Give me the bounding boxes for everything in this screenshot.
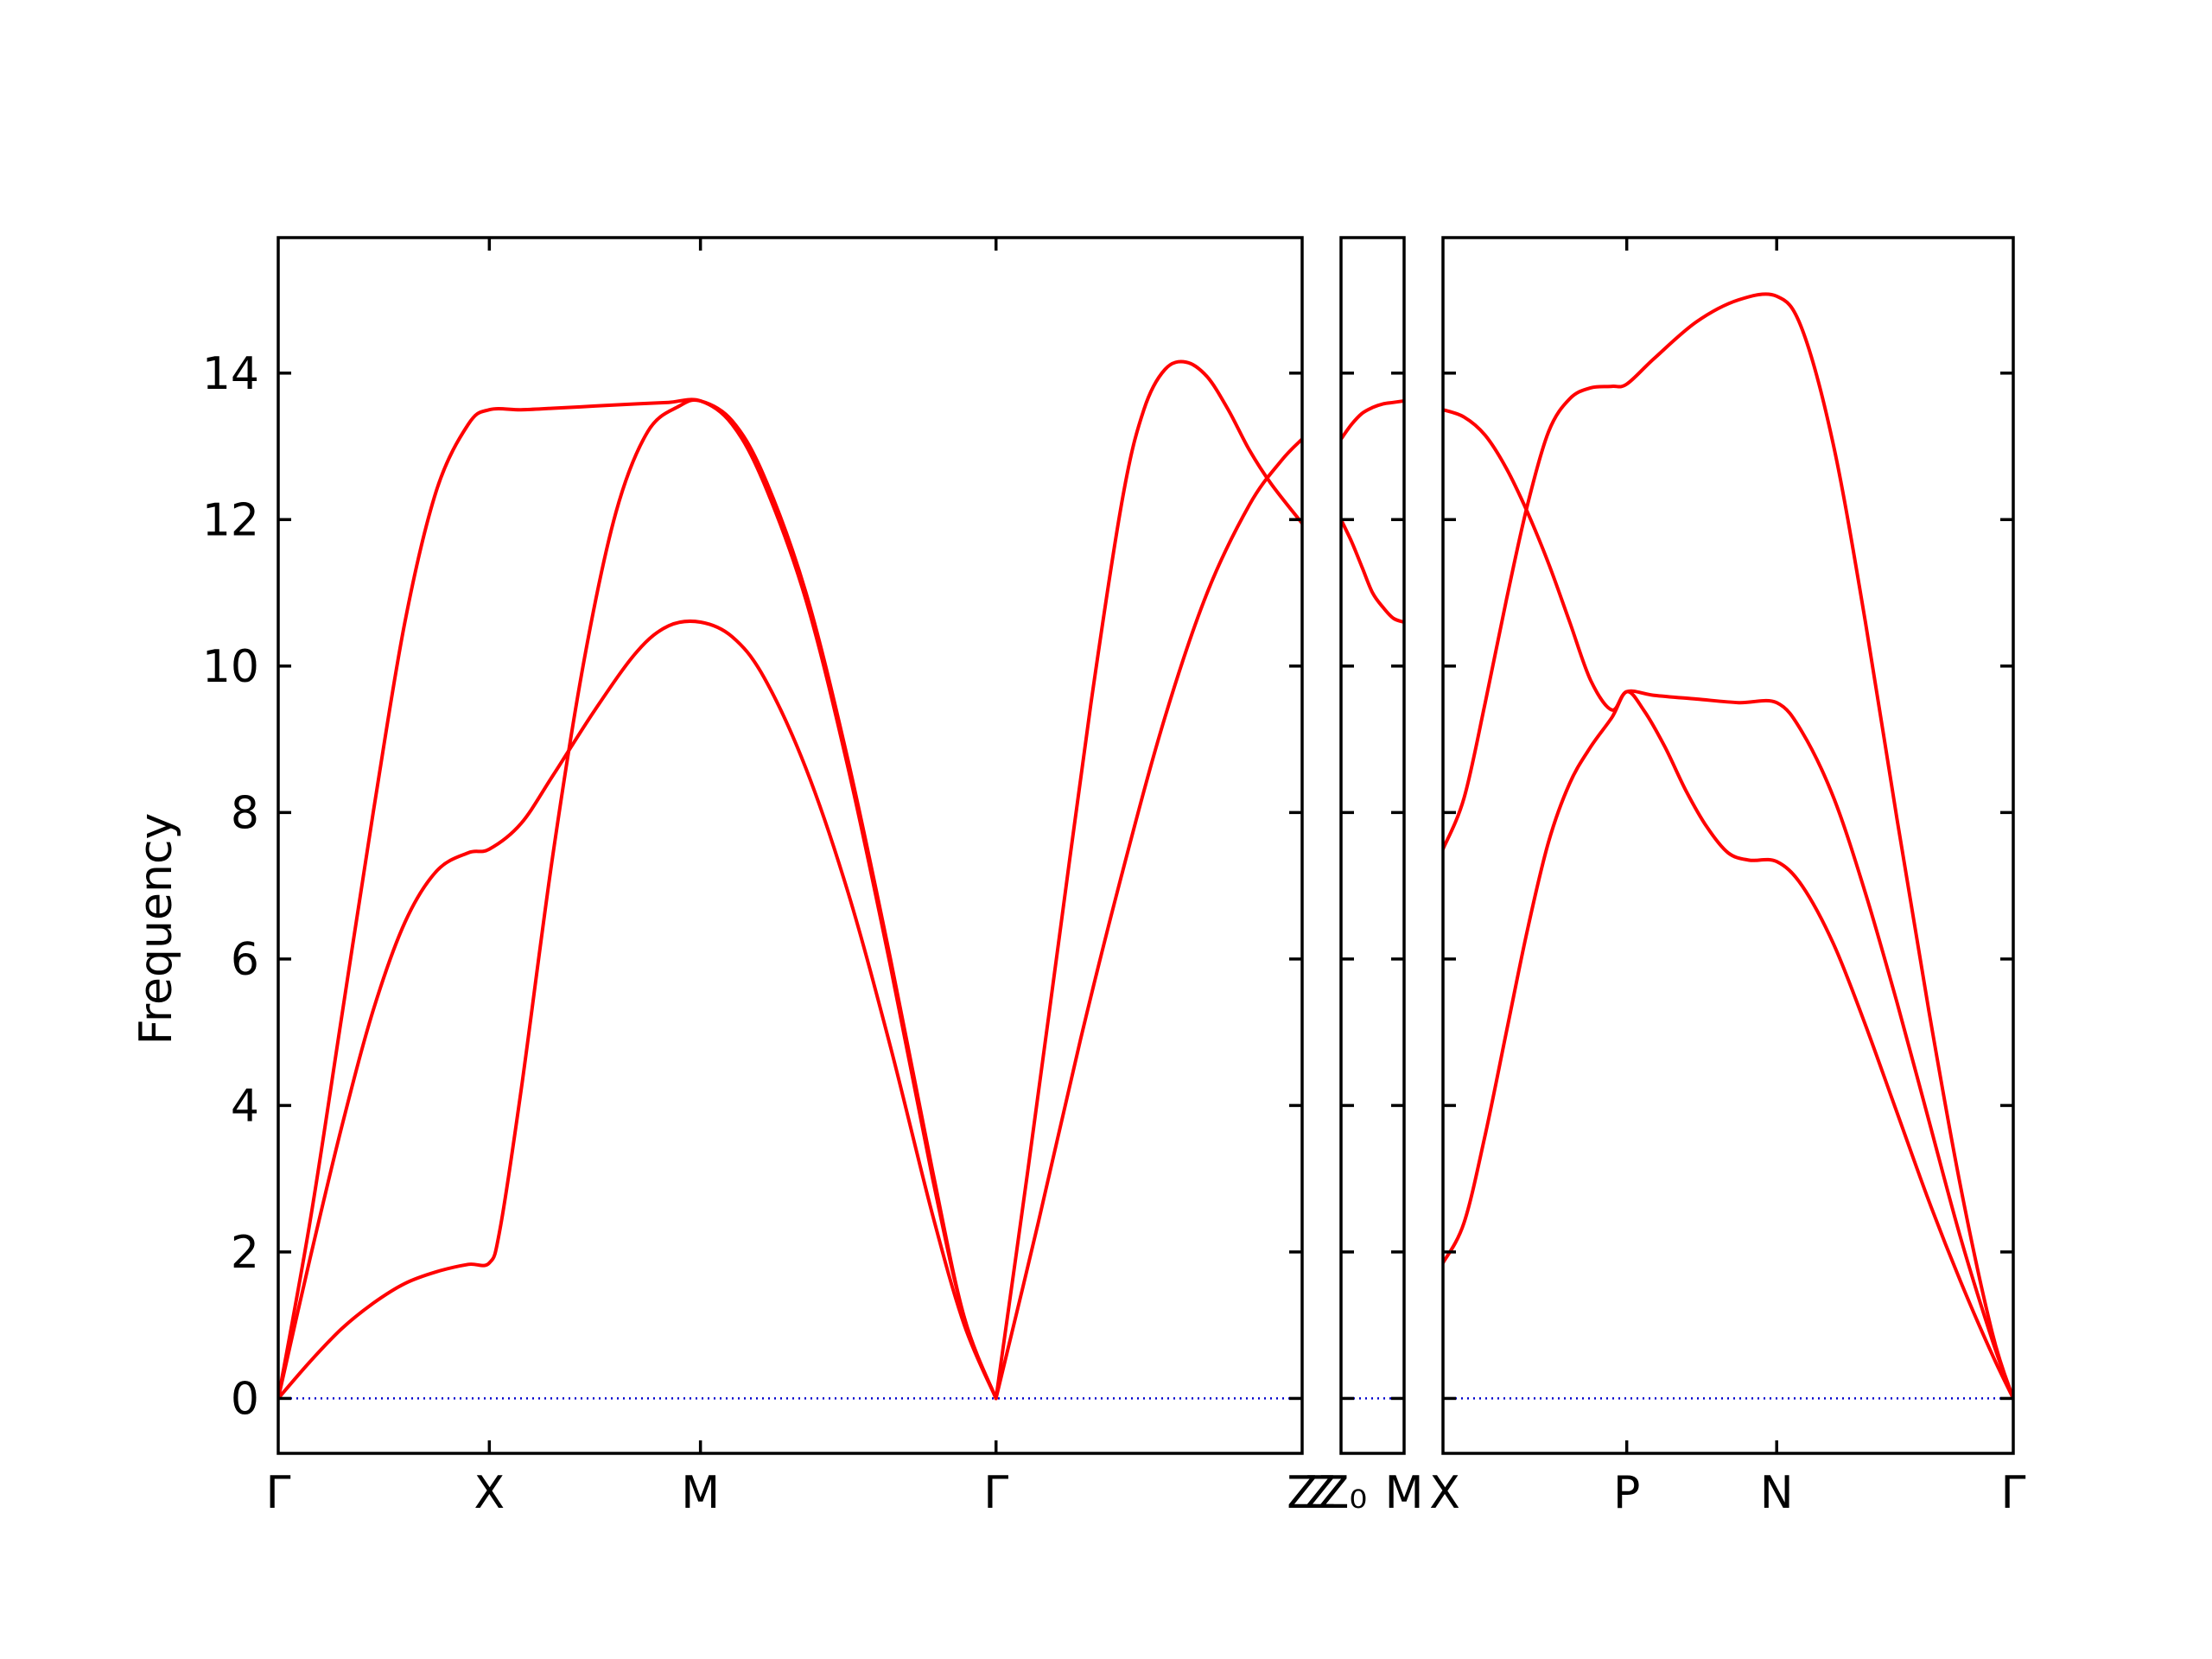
x-tick-label: M	[1385, 1467, 1424, 1519]
band-line-3	[1443, 690, 2013, 1401]
y-tick-label: 4	[231, 1080, 259, 1132]
band-line-2	[278, 619, 998, 1401]
y-tick-label: 10	[202, 641, 259, 693]
x-tick-label: Z	[1287, 1467, 1318, 1519]
y-tick-label: 6	[231, 934, 259, 986]
band-line-2	[1443, 292, 2013, 1401]
band-line-5	[994, 437, 1302, 1401]
panel-frame	[1441, 236, 2015, 1455]
y-tick-label: 2	[231, 1227, 259, 1279]
panel-frame	[1339, 236, 1406, 1455]
x-tick-label: Γ	[2001, 1467, 2026, 1519]
x-tick-label: P	[1613, 1467, 1640, 1519]
band-line-3	[278, 397, 998, 1401]
x-tick-label: X	[474, 1467, 505, 1519]
y-tick-label: 8	[231, 787, 259, 839]
x-tick-label: M	[681, 1467, 720, 1519]
band-line-2	[1341, 518, 1404, 624]
y-tick-label: 0	[231, 1373, 259, 1425]
panel-1: 0 2 4 6 8 10 12 14 Γ X M Γ Z	[202, 236, 1318, 1519]
y-axis-label: Frequency	[130, 813, 182, 1046]
y-tick-label: 12	[202, 494, 259, 546]
band-series-group	[1443, 292, 2013, 1401]
x-tick-label: Γ	[983, 1467, 1008, 1519]
x-tick-label: N	[1760, 1467, 1794, 1519]
panel-2: ZZ₀ M	[1305, 236, 1424, 1519]
x-tick-label: Z₀	[1319, 1467, 1367, 1519]
band-line-1	[278, 397, 998, 1401]
band-series-group	[278, 359, 1302, 1401]
y-tick-label: 14	[202, 348, 259, 400]
band-series-group	[1341, 399, 1404, 624]
x-tick-label: Z	[1305, 1467, 1336, 1519]
band-line-1	[1443, 408, 2013, 1401]
panel-frame	[276, 236, 1304, 1455]
x-tick-label: Γ	[266, 1467, 291, 1519]
x-tick-label: X	[1429, 1467, 1460, 1519]
band-line-1	[1341, 399, 1404, 442]
band-line-4	[994, 359, 1302, 1401]
